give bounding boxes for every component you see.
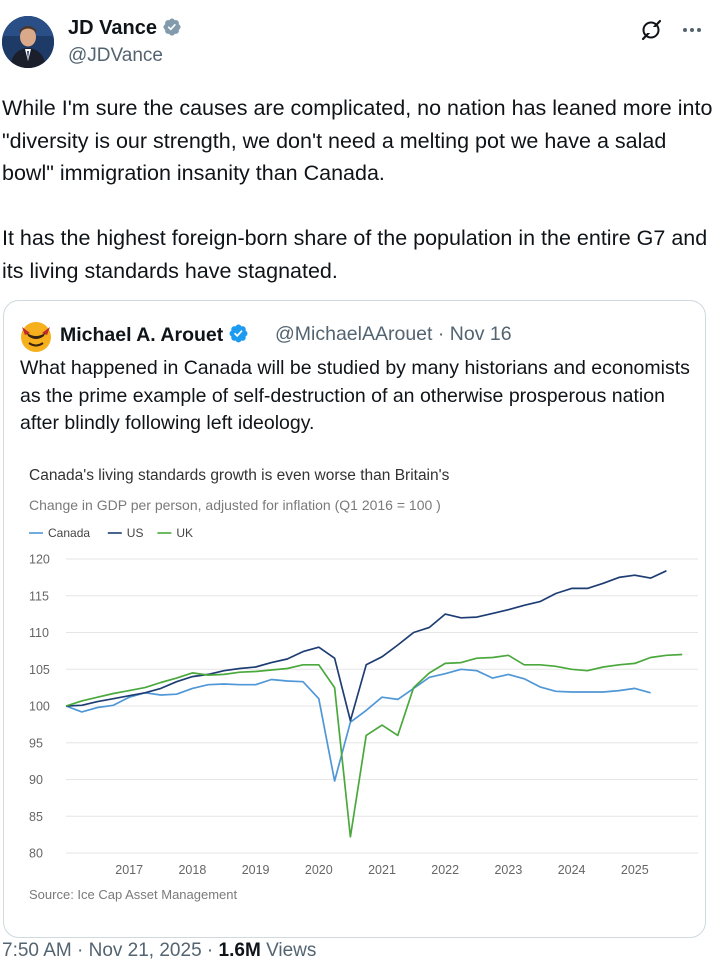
- quoted-tweet-card[interactable]: Michael A. Arouet @MichaelAArouet · Nov …: [3, 300, 706, 938]
- views-count: 1.6M: [218, 940, 261, 961]
- tweet-time[interactable]: 7:50 AM: [2, 940, 72, 961]
- tweet-header: JD Vance @JDVance: [0, 0, 720, 80]
- chart-legend: Canada US UK: [29, 526, 193, 540]
- tweet-footer: 7:50 AM · Nov 21, 2025 · 1.6M Views: [2, 940, 316, 962]
- meta-separator: ·: [437, 323, 445, 345]
- legend-label: Canada: [48, 526, 90, 540]
- series-line-us: [65, 570, 667, 722]
- views-label: Views: [266, 940, 317, 961]
- y-tick-label: 80: [29, 847, 43, 861]
- quote-author-name-text: Michael A. Arouet: [60, 324, 224, 346]
- author-avatar[interactable]: [2, 16, 54, 68]
- legend-item-canada: Canada: [29, 526, 90, 540]
- y-tick-label: 105: [29, 663, 50, 677]
- y-tick-label: 90: [29, 773, 43, 787]
- y-tick-label: 85: [29, 810, 43, 824]
- quote-author-handle[interactable]: @MichaelAArouet: [275, 323, 433, 345]
- grok-icon[interactable]: [640, 18, 664, 42]
- series-line-canada: [65, 668, 651, 782]
- avatar-image: [21, 322, 51, 352]
- quote-meta: @MichaelAArouet · Nov 16: [275, 323, 512, 346]
- more-options-icon[interactable]: [680, 18, 704, 42]
- footer-separator-2: ·: [206, 940, 214, 961]
- y-tick-label: 100: [29, 700, 50, 714]
- y-tick-label: 115: [29, 589, 49, 603]
- x-tick-label: 2025: [621, 863, 649, 877]
- verified-badge-icon: [163, 18, 181, 36]
- x-tick-label: 2017: [115, 863, 143, 877]
- x-tick-label: 2020: [305, 863, 333, 877]
- quote-text: What happened in Canada will be studied …: [20, 357, 690, 434]
- x-tick-label: 2024: [558, 863, 586, 877]
- chart-x-axis: 2017 2018 2019 2020 2021 2022 2023 2024 2025: [115, 863, 648, 877]
- y-tick-label: 110: [29, 626, 49, 640]
- x-tick-label: 2019: [242, 863, 270, 877]
- line-chart: Canada's living standards growth is even…: [29, 467, 698, 902]
- author-handle[interactable]: @JDVance: [68, 45, 163, 66]
- chart-gridlines: [66, 558, 698, 854]
- chart-source: Source: Ice Cap Asset Management: [29, 887, 238, 902]
- legend-item-us: US: [107, 526, 144, 540]
- author-name-text: JD Vance: [68, 17, 157, 39]
- author-name[interactable]: JD Vance: [68, 17, 182, 40]
- avatar-image: [2, 16, 54, 68]
- x-tick-label: 2018: [178, 863, 206, 877]
- series-line-uk: [65, 653, 683, 838]
- x-tick-label: 2023: [494, 863, 522, 877]
- quote-author-name[interactable]: Michael A. Arouet: [60, 323, 249, 347]
- chart-series: [65, 570, 683, 838]
- x-tick-label: 2022: [431, 863, 459, 877]
- chart-image[interactable]: Canada's living standards growth is even…: [5, 451, 704, 921]
- verified-badge-icon: [229, 324, 248, 343]
- tweet-text: While I'm sure the causes are complicate…: [2, 96, 713, 283]
- x-tick-label: 2021: [368, 863, 396, 877]
- tweet-date[interactable]: Nov 21, 2025: [88, 940, 202, 961]
- quote-date[interactable]: Nov 16: [449, 323, 512, 345]
- footer-separator-1: ·: [77, 940, 84, 961]
- legend-item-uk: UK: [157, 526, 193, 540]
- y-tick-label: 95: [29, 736, 43, 750]
- chart-title: Canada's living standards growth is even…: [29, 467, 450, 484]
- chart-y-axis: 120 115 110 105 100 95 90 85 80: [29, 553, 50, 861]
- legend-label: UK: [176, 526, 193, 540]
- legend-label: US: [127, 526, 144, 540]
- quote-author-avatar[interactable]: [19, 319, 53, 353]
- chart-subtitle: Change in GDP per person, adjusted for i…: [29, 497, 441, 513]
- y-tick-label: 120: [29, 553, 50, 567]
